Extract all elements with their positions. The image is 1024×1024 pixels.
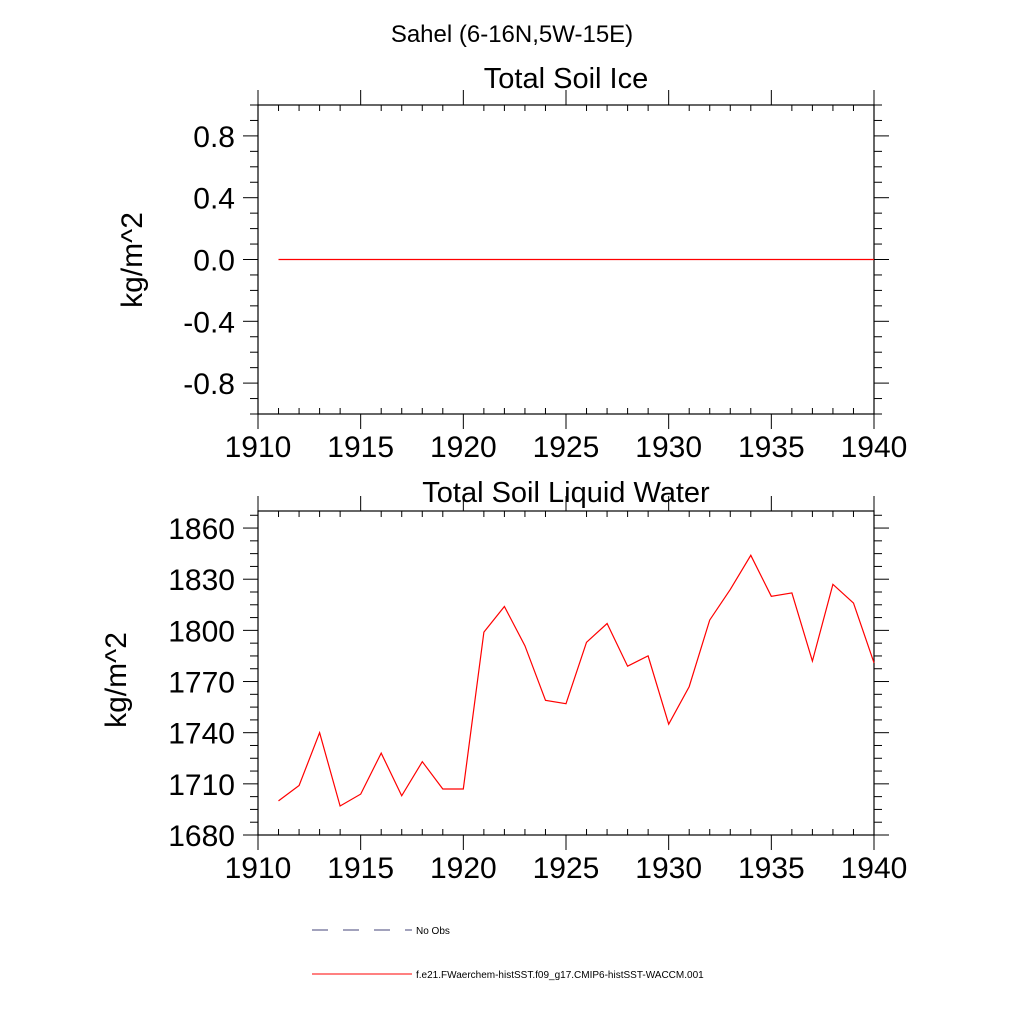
legend: No Obs f.e21.FWaerchem-histSST.f09_g17.CM…: [312, 926, 704, 981]
y-tick-label: 1710: [168, 769, 235, 802]
legend-label: f.e21.FWaerchem-histSST.f09_g17.CMIP6-hi…: [416, 970, 704, 981]
series-line: [278, 554, 875, 807]
chart-2: 1910 1915 1920 1925 1930 1935 1940 1680 1710 1740…: [100, 477, 907, 885]
y-tick-label: -0.8: [183, 368, 235, 401]
chart-title: Total Soil Liquid Water: [422, 477, 710, 509]
y-tick-label: 1800: [168, 615, 235, 648]
legend-item: f.e21.FWaerchem-histSST.f09_g17.CMIP6-hi…: [312, 970, 704, 981]
x-tick-label: 1925: [533, 852, 600, 885]
y-tick-label: 1740: [168, 718, 235, 751]
y-axis-label: kg/m^2: [116, 212, 149, 308]
x-tick-label: 1915: [327, 852, 394, 885]
x-tick-label: 1915: [327, 431, 394, 464]
x-tick-label: 1930: [635, 852, 702, 885]
plot-frame: [257, 510, 875, 836]
x-tick-label: 1910: [225, 431, 292, 464]
x-tick-label: 1935: [738, 431, 805, 464]
x-tick-label: 1930: [635, 431, 702, 464]
y-axis-label: kg/m^2: [100, 632, 133, 728]
x-tick-label: 1935: [738, 852, 805, 885]
figure-title: Sahel (6-16N,5W-15E): [391, 21, 633, 48]
legend-label: No Obs: [416, 926, 450, 937]
y-tick-label: 1860: [168, 513, 235, 546]
x-tick-label: 1910: [225, 852, 292, 885]
y-tick-label: -0.4: [183, 306, 235, 339]
y-tick-label: 1770: [168, 667, 235, 700]
chart-1: 1910 1915 1920 1925 1930 1935 1940 -0.8 -0.4 0.0 0…: [116, 63, 907, 464]
x-tick-label: 1925: [533, 431, 600, 464]
y-tick-label: 0.0: [193, 245, 235, 278]
x-tick-label: 1920: [430, 431, 497, 464]
y-tick-label: 0.8: [193, 121, 235, 154]
x-tick-label: 1940: [841, 431, 908, 464]
y-tick-label: 0.4: [193, 183, 235, 216]
chart-title: Total Soil Ice: [484, 63, 648, 95]
plot-area: 1910 1915 1920 1925 1930 1935 1940 -0.8 -0.4 0.0 0…: [100, 63, 907, 885]
x-tick-label: 1920: [430, 852, 497, 885]
legend-item: No Obs: [312, 926, 450, 937]
x-tick-label: 1940: [841, 852, 908, 885]
y-tick-label: 1830: [168, 564, 235, 597]
y-tick-label: 1680: [168, 820, 235, 853]
